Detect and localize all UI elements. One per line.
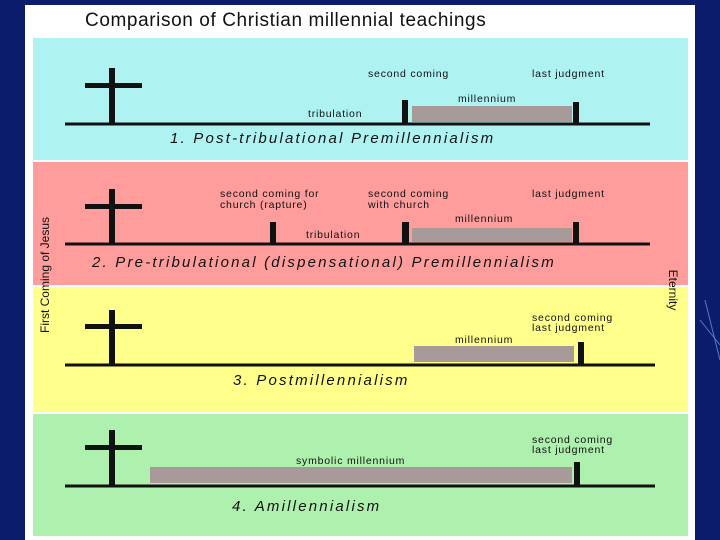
label: with church [367,199,430,211]
label: symbolic millennium [296,455,405,467]
marker [574,462,580,486]
label: second coming [532,434,613,446]
label: second coming [368,188,449,200]
marker [573,102,579,124]
decor-line [704,299,720,361]
label: last judgment [532,68,605,80]
panel-1: second coming last judgment millennium t… [65,68,650,147]
label: last judgment [532,444,605,456]
cross [85,445,142,450]
label: millennium [458,93,516,105]
diagram-title: Comparison of Christian millennial teach… [85,10,486,31]
label: last judgment [532,188,605,200]
label: church (rapture) [220,199,308,211]
millennium-bar [412,106,572,122]
cross [109,430,115,486]
panel-title: 2. Pre-tribulational (dispensational) Pr… [91,254,556,271]
label: millennium [455,213,513,225]
marker [578,342,584,365]
label: last judgment [532,322,605,334]
cross [85,83,142,88]
cross [85,204,142,209]
label: millennium [455,334,513,346]
label: tribulation [308,108,362,120]
panel-title: 3. Postmillennialism [233,372,410,389]
marker [270,222,276,244]
marker [402,222,409,244]
panel-2: second coming for church (rapture) secon… [65,188,650,271]
cross [109,310,115,365]
symbolic-millennium-bar [150,467,572,483]
left-side-label: First Coming of Jesus [38,217,52,333]
panel-4: second coming last judgment symbolic mil… [65,430,655,515]
label: second coming for [220,188,319,200]
label: second coming [368,68,449,80]
label: tribulation [306,229,360,241]
band-1 [33,38,688,160]
millennium-bar [414,346,574,362]
cross [85,324,142,329]
millennium-bar [412,228,572,242]
panel-3: second coming last judgment millennium 3… [65,310,655,389]
decor-line [699,319,720,346]
panel-title: 1. Post-tribulational Premillennialism [170,130,495,147]
right-side-label: Eternity [666,270,680,311]
cross [109,189,115,244]
cross [109,68,115,124]
marker [573,222,579,244]
panel-title: 4. Amillennialism [232,498,381,515]
band-3 [33,287,688,412]
label: second coming [532,312,613,324]
marker [402,100,408,124]
